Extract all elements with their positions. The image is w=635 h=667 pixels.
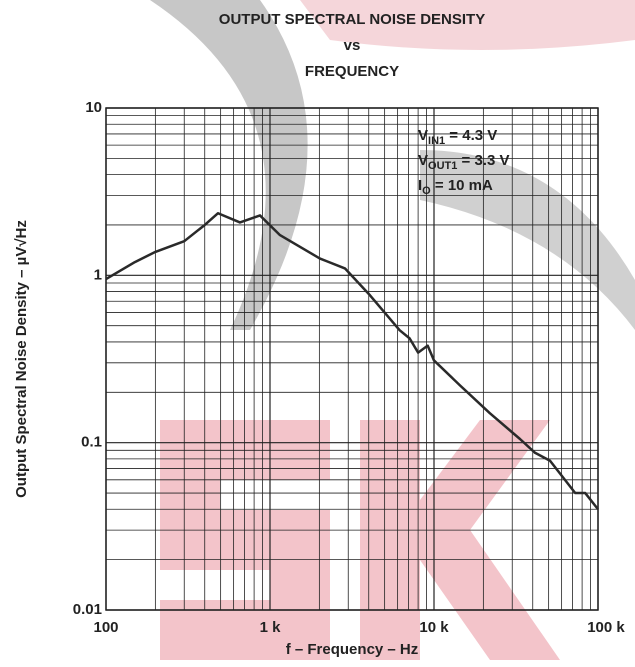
x-axis-label: f – Frequency – Hz bbox=[286, 641, 419, 658]
watermark-shape bbox=[160, 420, 330, 660]
y-tick-label: 0.01 bbox=[73, 601, 102, 618]
y-tick-label: 10 bbox=[85, 99, 102, 116]
y-tick-label: 0.1 bbox=[81, 434, 102, 451]
chart-title: OUTPUT SPECTRAL NOISE DENSITY bbox=[219, 11, 485, 28]
x-tick-label: 100 bbox=[93, 619, 118, 636]
x-tick-label: 10 k bbox=[419, 619, 449, 636]
y-axis-label: Output Spectral Noise Density – µV√Hz bbox=[13, 220, 30, 498]
annotation-sub: IN1 bbox=[428, 135, 445, 147]
x-tick-label: 1 k bbox=[260, 619, 282, 636]
x-tick-label: 100 k bbox=[587, 619, 625, 636]
chart: OUTPUT SPECTRAL NOISE DENSITY vs FREQUEN… bbox=[0, 0, 635, 667]
annotation-main: V bbox=[418, 127, 428, 144]
watermark bbox=[150, 0, 635, 660]
watermark-shape bbox=[360, 420, 560, 660]
annotation-main: V bbox=[418, 152, 428, 169]
chart-title: vs bbox=[344, 37, 361, 54]
annotation-rest: = 4.3 V bbox=[445, 127, 497, 144]
chart-title: FREQUENCY bbox=[305, 63, 399, 80]
watermark-swoosh bbox=[150, 0, 308, 330]
annotation-rest: = 10 mA bbox=[431, 177, 493, 194]
annotation-sub: OUT1 bbox=[428, 160, 457, 172]
y-tick-label: 1 bbox=[94, 266, 102, 283]
annotation-rest: = 3.3 V bbox=[457, 152, 509, 169]
